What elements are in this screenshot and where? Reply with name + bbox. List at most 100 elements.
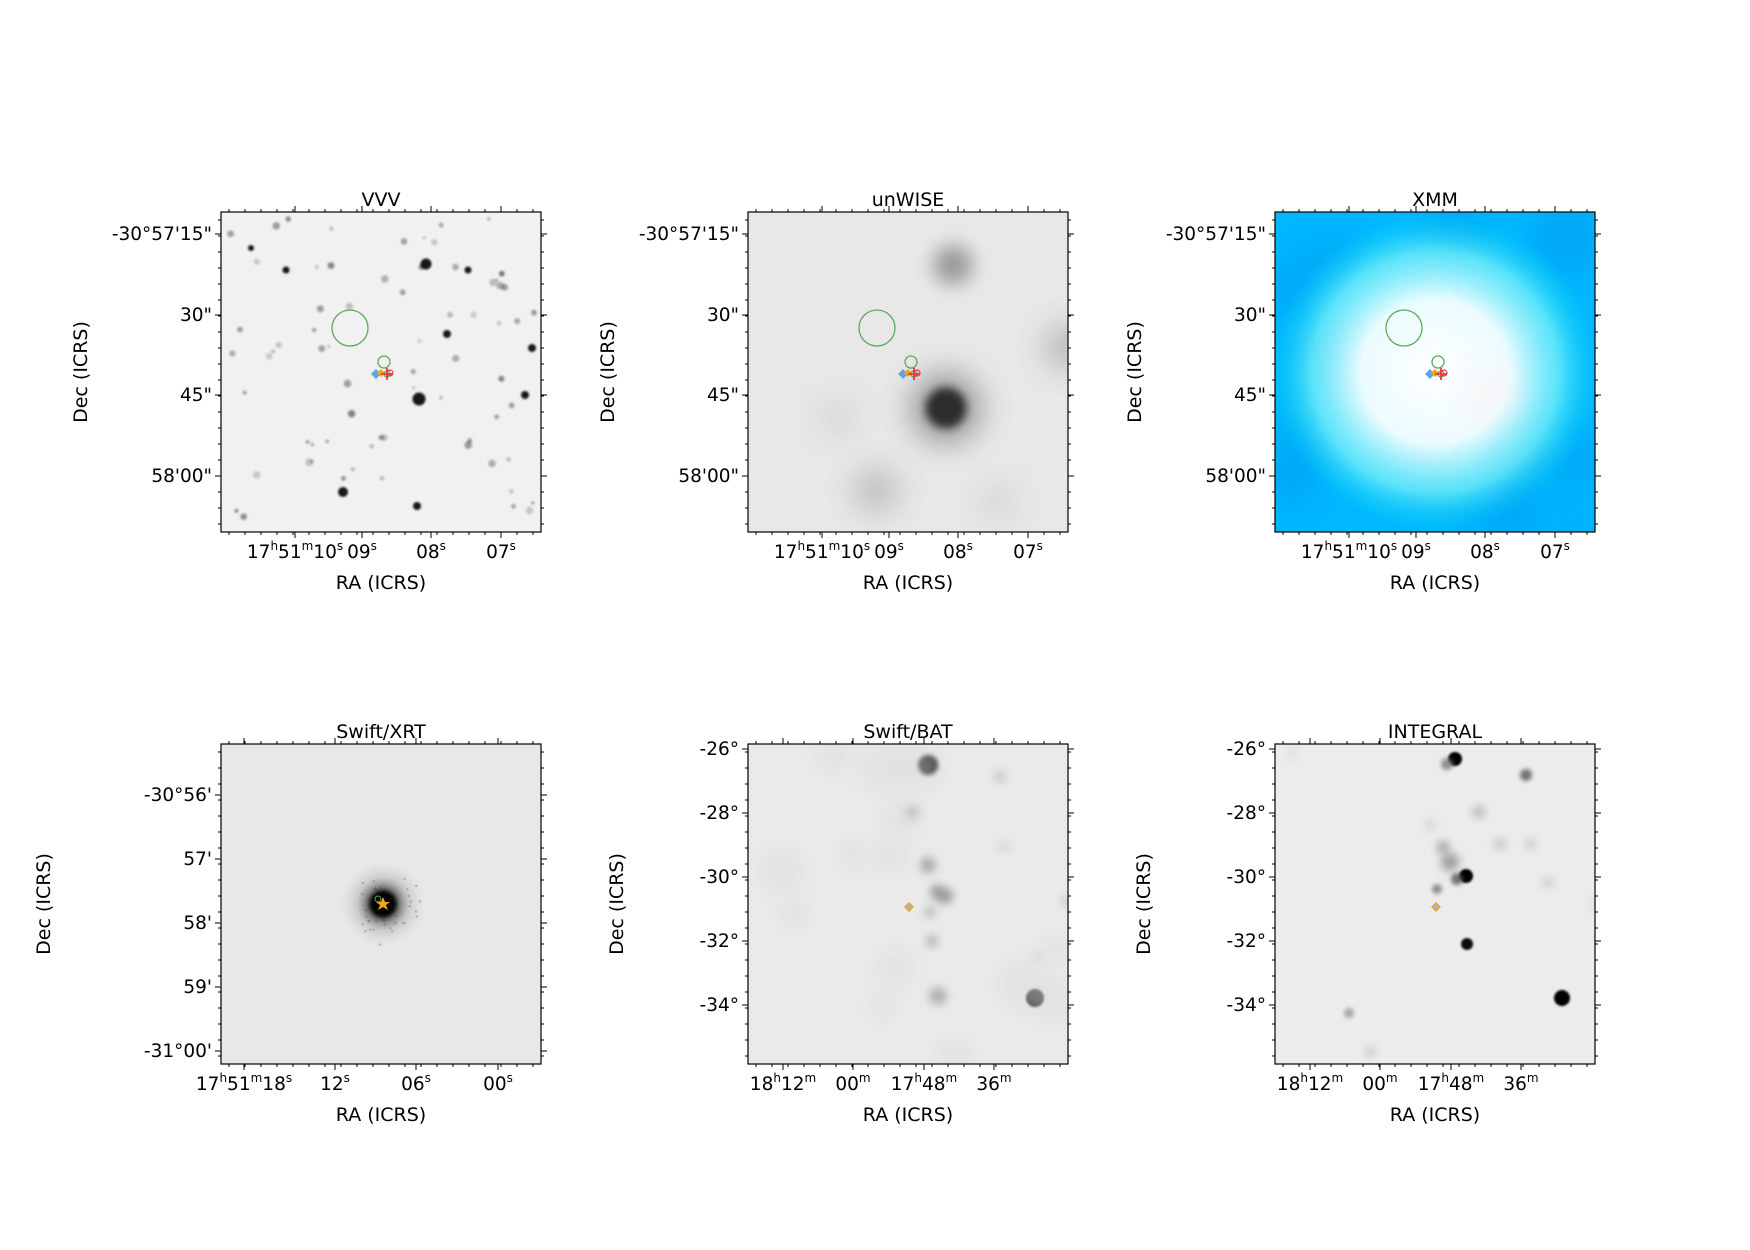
xray-source (1344, 1008, 1354, 1018)
bright-star (464, 266, 472, 274)
panel-title: VVV (362, 189, 401, 211)
tick-unit: h (773, 1071, 781, 1085)
y-tick-label: 58'00" (151, 466, 212, 487)
y-tick-label: -31°00' (144, 1041, 212, 1062)
tick-value: 07 (1540, 542, 1564, 563)
star (327, 262, 335, 269)
star (242, 390, 247, 395)
tick-unit: m (859, 1071, 871, 1085)
x-axis-label: RA (ICRS) (1390, 572, 1480, 594)
star (531, 501, 535, 505)
xray-source (1520, 769, 1532, 781)
tick-unit: s (425, 1071, 431, 1085)
star (511, 503, 516, 509)
star (412, 385, 416, 390)
x-axis-label: RA (ICRS) (336, 572, 426, 594)
tick-unit: s (371, 539, 377, 553)
error-circle-large (858, 309, 896, 347)
x-tick-label: 17h​48m​ (891, 1071, 957, 1095)
xray-source (1437, 841, 1449, 853)
tick-value: 17 (1301, 542, 1325, 563)
y-tick-label: -28° (1227, 803, 1266, 824)
tick-unit: h (1441, 1071, 1449, 1085)
star (285, 216, 291, 222)
noise-patch (867, 992, 896, 1021)
star (234, 508, 239, 513)
star (431, 238, 438, 246)
x-tick-label: 18h​12m​ (1277, 1071, 1343, 1095)
y-tick-label: -30°56' (144, 785, 212, 806)
star (422, 236, 426, 240)
y-tick-label: -32° (1227, 931, 1266, 952)
diffuse-source (933, 245, 973, 285)
tick-value: 06 (401, 1074, 425, 1095)
tick-unit: m (302, 539, 314, 553)
x-axis-label: RA (ICRS) (336, 1104, 426, 1126)
tick-value: 18 (1277, 1074, 1301, 1095)
position-diamond-blue (906, 904, 912, 910)
position-ring (374, 895, 382, 903)
star (464, 441, 473, 449)
xray-source (1425, 820, 1435, 830)
tick-unit: s (286, 1071, 292, 1085)
tick-value: 07 (1013, 542, 1037, 563)
tick-unit: m (1356, 539, 1368, 553)
x-tick-label: 07s​ (1540, 539, 1570, 563)
star (310, 459, 314, 464)
star (496, 320, 502, 326)
axis-ticks (1269, 206, 1601, 538)
panel-xmm: XMM-30°57'15"30"45"58'00"17h​51m​10s​09s… (1124, 189, 1601, 594)
noise-patch (859, 744, 909, 794)
error-circle-small (1431, 355, 1445, 369)
noise-patch (838, 840, 869, 871)
bright-star (282, 266, 290, 274)
tick-unit: s (898, 539, 904, 553)
diffuse-source (854, 468, 898, 512)
x-tick-label: 36m​ (976, 1071, 1011, 1095)
axis-ticks (1269, 738, 1601, 1070)
sky-image (221, 744, 541, 1064)
y-tick-label: -28° (700, 803, 739, 824)
star (514, 318, 521, 325)
panel-swift-bat: Swift/BAT-26°-28°-30°-32°-34°18h​12m​00m… (606, 721, 1074, 1126)
y-tick-label: 30" (180, 305, 212, 326)
star (379, 476, 385, 481)
position-star-orange (376, 897, 390, 910)
y-tick-label: 58' (183, 913, 212, 934)
noise-patch (883, 801, 922, 840)
xray-source (920, 857, 936, 873)
x-tick-label: 17h​51m​10s​ (247, 539, 343, 563)
x-axis-label: RA (ICRS) (1390, 1104, 1480, 1126)
tick-unit: m (1473, 1071, 1485, 1085)
tick-value: 00 (1362, 1074, 1386, 1095)
y-tick-label: 57' (183, 849, 212, 870)
x-axis-label: RA (ICRS) (863, 572, 953, 594)
star (506, 457, 511, 462)
x-tick-label: 07s​ (486, 539, 516, 563)
position-diamond-orange (377, 369, 385, 377)
tick-value: 48 (1449, 1074, 1473, 1095)
axes-frame (1274, 211, 1596, 533)
error-circle-large (331, 309, 369, 347)
tick-unit: s (1564, 539, 1570, 553)
position-ring-red (913, 369, 921, 377)
y-tick-label: 30" (707, 305, 739, 326)
sky-image (1275, 212, 1595, 532)
tick-value: 09 (874, 542, 898, 563)
x-axis-label: RA (ICRS) (863, 1104, 953, 1126)
error-circle-small (904, 355, 918, 369)
noise-patch (935, 1037, 974, 1064)
xray-source (994, 771, 1006, 783)
star (438, 395, 444, 400)
tick-unit: h (914, 1071, 922, 1085)
tick-unit: s (864, 539, 870, 553)
star (253, 258, 260, 265)
bright-star (338, 487, 348, 497)
y-tick-label: 30" (1234, 305, 1266, 326)
x-tick-label: 36m​ (1503, 1071, 1538, 1095)
position-diamond-orange (904, 369, 912, 377)
x-tick-label: 08s​ (1470, 539, 1500, 563)
y-tick-label: 45" (707, 385, 739, 406)
tick-unit: s (507, 1071, 513, 1085)
y-axis-label: Dec (ICRS) (597, 321, 619, 423)
